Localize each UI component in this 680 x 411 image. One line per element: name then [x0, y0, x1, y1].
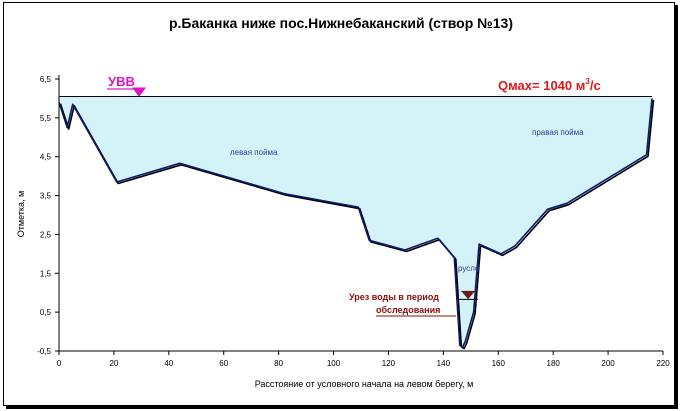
y-tick-label: 3,5: [40, 192, 52, 201]
riverbed-profile-line: [58, 98, 653, 348]
x-tick-label: 160: [492, 359, 506, 368]
y-tick-label: 0,5: [40, 308, 52, 317]
x-tick-label: 140: [437, 359, 451, 368]
x-tick-label: 80: [274, 359, 283, 368]
water-area: [59, 96, 652, 348]
uvv-triangle-marker: [132, 87, 146, 97]
uvv-label: УВВ: [108, 74, 135, 89]
survey-level-label-line1: Урез воды в период: [349, 292, 439, 302]
y-tick-label: 5,5: [40, 114, 52, 123]
qmax-label: Qмах= 1040 м3/с: [498, 77, 601, 93]
x-tick-label: 180: [547, 359, 561, 368]
qmax-label-text: Qмах= 1040 м: [498, 78, 585, 93]
y-axis-ticks: -0,5 0,5 1,5 2,5 3,5 4,5 5,5 6,5: [37, 75, 59, 356]
right-floodplain-label: правая пойма: [532, 128, 584, 137]
y-axis-title: Отметка, м: [16, 191, 26, 237]
qmax-label-superscript: 3: [585, 77, 590, 86]
x-tick-label: 0: [57, 359, 62, 368]
qmax-label-unit: /с: [590, 78, 601, 93]
x-tick-label: 100: [327, 359, 341, 368]
x-tick-label: 220: [656, 359, 670, 368]
x-tick-label: 200: [601, 359, 615, 368]
y-tick-label: 6,5: [40, 75, 52, 84]
y-tick-label: 4,5: [40, 153, 52, 162]
x-tick-label: 120: [382, 359, 396, 368]
survey-level-label-line2: обследования: [376, 305, 440, 315]
axes: [58, 75, 663, 352]
y-tick-label: 1,5: [40, 269, 52, 278]
profile-shadow-line: [59, 99, 655, 350]
chart-title: р.Баканка ниже пос.Нижнебаканский (створ…: [169, 15, 513, 31]
x-axis-ticks: 0 20 40 60 80 100 120 140 160 180 200 220: [57, 351, 670, 368]
x-tick-label: 40: [164, 359, 173, 368]
left-floodplain-label: левая пойма: [230, 148, 278, 157]
plot-area: [58, 95, 655, 350]
y-tick-label: -0,5: [37, 347, 51, 356]
survey-level-triangle-marker: [460, 290, 476, 300]
x-tick-label: 20: [109, 359, 118, 368]
y-tick-label: 2,5: [40, 230, 52, 239]
x-tick-label: 60: [219, 359, 228, 368]
channel-label: русло: [458, 264, 480, 273]
x-axis-title: Расстояние от условного начала на левом …: [255, 379, 474, 389]
